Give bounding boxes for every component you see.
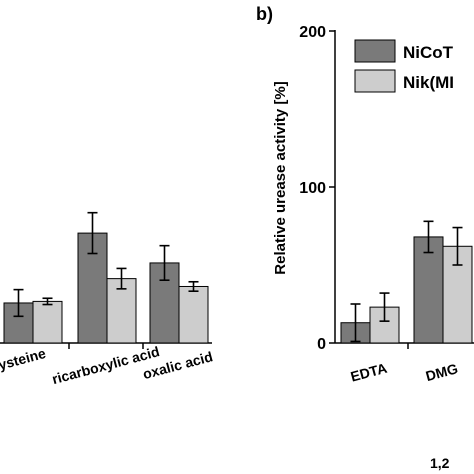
bar-1-0 (32, 300, 63, 344)
legend-label-1: Nik(MI (403, 73, 454, 92)
y-axis-title: Relative urease activity [%] (272, 81, 289, 274)
right-panel: b) Relative urease activity [%] 1,2 0 100… (256, 4, 474, 471)
bar-0-1 (413, 236, 444, 344)
category-label-0: EDTA (349, 360, 389, 385)
legend-swatch-1 (354, 69, 396, 93)
y-tick-label-1: 100 (299, 180, 326, 197)
panel-label-b: b) (256, 4, 273, 24)
y-tick-label-0: 0 (317, 336, 326, 353)
y-tick-label-2: 200 (299, 24, 326, 41)
bar-1-2 (178, 285, 209, 344)
category-label-1: DMG (424, 360, 460, 384)
legend-label-0: NiCoT (403, 43, 454, 62)
x-axis-title: 1,2 (430, 455, 450, 471)
category-label-0: ysteine (0, 345, 48, 373)
legend: NiCoT Nik(MI (354, 39, 454, 93)
legend-swatch-0 (354, 39, 396, 63)
